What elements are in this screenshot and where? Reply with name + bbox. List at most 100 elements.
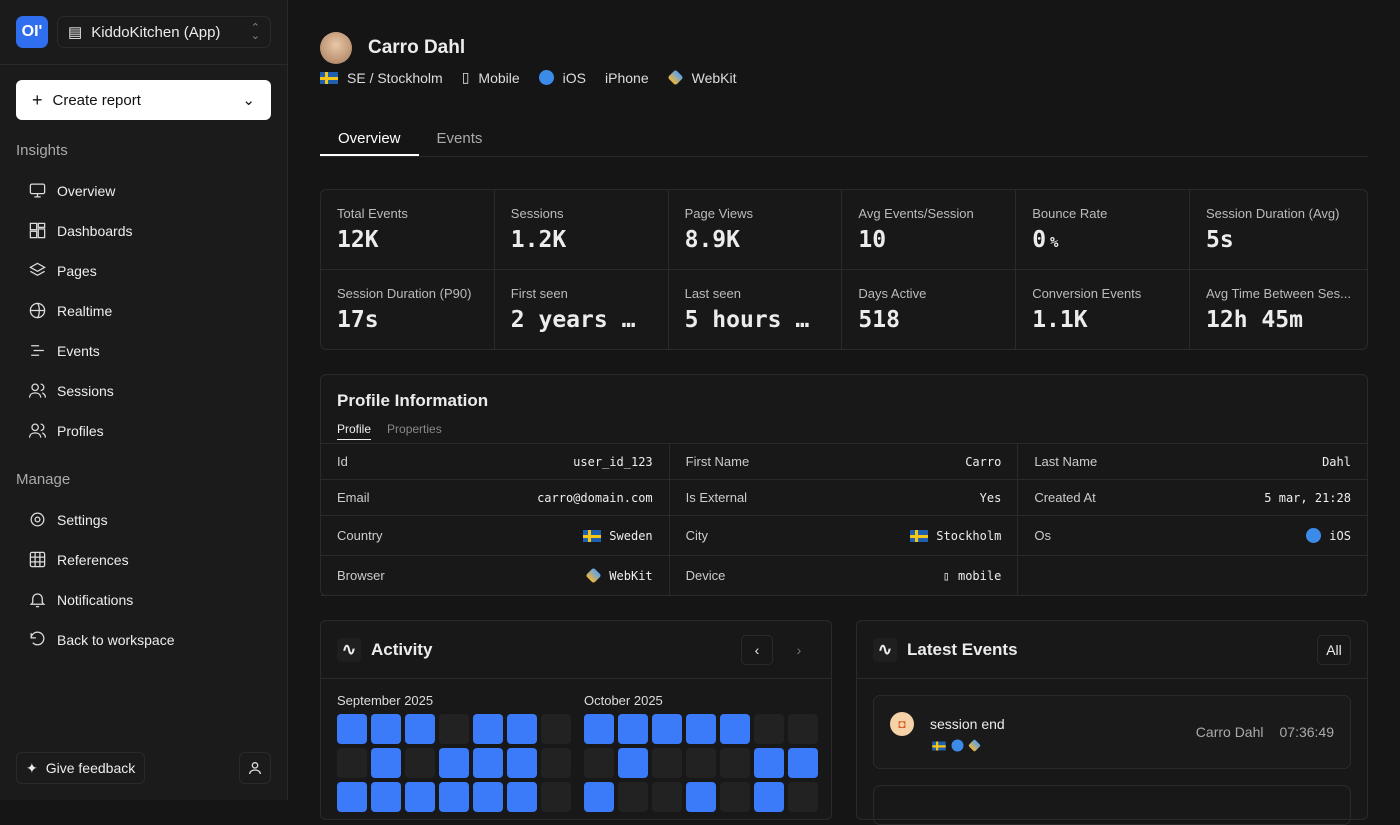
heatmap-day[interactable] <box>584 748 614 778</box>
heatmap-day[interactable] <box>754 782 784 812</box>
heatmap-day[interactable] <box>405 748 435 778</box>
stat-label: Avg Time Between Ses... <box>1206 286 1351 301</box>
mobile-icon: ▯ <box>942 568 950 583</box>
model: iPhone <box>605 69 649 86</box>
project-selector[interactable]: ▤ KiddoKitchen (App) ⌃ ⌄ <box>57 16 271 48</box>
field-label: Created At <box>1034 490 1096 505</box>
heatmap-day[interactable] <box>337 748 367 778</box>
heatmap-day[interactable] <box>405 714 435 744</box>
sidebar-item-overview[interactable]: Overview <box>28 181 115 200</box>
heatmap-day[interactable] <box>652 748 682 778</box>
tab-overview[interactable]: Overview <box>320 120 419 156</box>
tab-events[interactable]: Events <box>436 130 483 147</box>
heatmap-day[interactable] <box>584 782 614 812</box>
heatmap-day[interactable] <box>618 782 648 812</box>
heatmap-day[interactable] <box>720 748 750 778</box>
heatmap-day[interactable] <box>507 782 537 812</box>
create-report-button[interactable]: + Create report ⌄ <box>16 80 271 120</box>
field-label: First Name <box>685 454 750 469</box>
sidebar-item-pages[interactable]: Pages <box>28 261 97 280</box>
sidebar-item-events[interactable]: Events <box>28 341 100 360</box>
field-value: Dahl <box>1322 454 1351 469</box>
field-label: Last Name <box>1034 454 1098 469</box>
user-menu-button[interactable] <box>239 752 271 784</box>
heatmap-day[interactable] <box>439 782 469 812</box>
field-label: Is External <box>685 490 748 505</box>
users-icon <box>28 423 47 438</box>
sidebar: OI' ▤ KiddoKitchen (App) ⌃ ⌄ + Create rep… <box>0 0 288 800</box>
prev-button[interactable]: ‹ <box>741 634 773 665</box>
sidebar-item-profiles[interactable]: Profiles <box>28 421 104 440</box>
heatmap-day[interactable] <box>541 748 571 778</box>
feedback-label: Give feedback <box>45 760 136 776</box>
sidebar-item-sessions[interactable]: Sessions <box>28 381 114 400</box>
stat-value: 5 hours … <box>684 307 810 333</box>
sidebar-item-label: Settings <box>57 511 108 528</box>
heatmap-day[interactable] <box>720 714 750 744</box>
field-label: Device <box>685 568 726 583</box>
give-feedback-button[interactable]: ✦ Give feedback <box>16 752 146 784</box>
heatmap-day[interactable] <box>507 748 537 778</box>
next-button[interactable]: › <box>796 641 802 658</box>
heatmap-day[interactable] <box>686 714 716 744</box>
heatmap-day[interactable] <box>439 748 469 778</box>
heatmap-day[interactable] <box>337 782 367 812</box>
heatmap-day[interactable] <box>405 782 435 812</box>
all-button[interactable]: All <box>1317 634 1351 665</box>
heatmap-day[interactable] <box>439 714 469 744</box>
sidebar-item-dashboards[interactable]: Dashboards <box>28 221 133 240</box>
event-user: Carro Dahl <box>1195 724 1264 740</box>
heatmap-day[interactable] <box>473 748 503 778</box>
activity-icon: ∿ <box>337 637 361 662</box>
heatmap-day[interactable] <box>686 782 716 812</box>
heatmap-day[interactable] <box>788 714 818 744</box>
event-item[interactable] <box>873 785 1351 825</box>
heatmap-day[interactable] <box>473 782 503 812</box>
stat-value: 8.9K <box>684 227 740 253</box>
sidebar-item-back-to-workspace[interactable]: Back to workspace <box>28 630 175 649</box>
sidebar-item-realtime[interactable]: Realtime <box>28 301 112 320</box>
month-label: October 2025 <box>584 693 663 708</box>
list-icon <box>31 345 44 356</box>
sidebar-item-references[interactable]: References <box>28 550 129 569</box>
heatmap-day[interactable] <box>371 748 401 778</box>
tab-profile[interactable]: Profile <box>337 422 372 440</box>
stats-grid: Total Events 12K Sessions 1.2K Page Views 8.9… <box>320 189 1368 350</box>
heatmap-day[interactable] <box>788 782 818 812</box>
tab-properties[interactable]: Properties <box>387 422 442 436</box>
layers-icon <box>29 262 46 276</box>
heatmap-day[interactable] <box>473 714 503 744</box>
project-name: KiddoKitchen (App) <box>91 23 221 41</box>
heatmap-day[interactable] <box>337 714 367 744</box>
heatmap-day[interactable] <box>686 748 716 778</box>
stat-value: 0 <box>1032 227 1047 253</box>
layout-icon <box>29 222 46 239</box>
event-item[interactable]: ◘ session end Carro Dahl 07:36:49 <box>873 695 1351 769</box>
sidebar-item-notifications[interactable]: Notifications <box>28 590 133 609</box>
field-first-name: First Name Carro <box>669 444 1019 480</box>
heatmap-day[interactable] <box>618 714 648 744</box>
bell-icon <box>29 593 46 608</box>
user-icon <box>249 762 261 775</box>
app-logo[interactable]: OI' <box>16 16 48 48</box>
heatmap-day[interactable] <box>618 748 648 778</box>
heatmap-day[interactable] <box>371 782 401 812</box>
heatmap-day[interactable] <box>720 782 750 812</box>
heatmap-day[interactable] <box>652 714 682 744</box>
heatmap-day[interactable] <box>541 782 571 812</box>
stat-value: 1.1K <box>1032 307 1088 333</box>
latest-events-card: ∿ Latest Events All ◘ session end Carro D… <box>856 620 1368 825</box>
heatmap-day[interactable] <box>507 714 537 744</box>
heatmap-day[interactable] <box>652 782 682 812</box>
heatmap-day[interactable] <box>754 714 784 744</box>
webkit-icon <box>968 739 981 752</box>
sidebar-item-settings[interactable]: Settings <box>28 510 108 529</box>
heatmap-day[interactable] <box>371 714 401 744</box>
heatmap-day[interactable] <box>754 748 784 778</box>
heatmap-day[interactable] <box>584 714 614 744</box>
heatmap-day[interactable] <box>541 714 571 744</box>
stat-label: Session Duration (P90) <box>337 286 472 301</box>
profile-name: Carro Dahl <box>368 37 466 58</box>
heatmap-day[interactable] <box>788 748 818 778</box>
field-label: Id <box>337 454 348 469</box>
